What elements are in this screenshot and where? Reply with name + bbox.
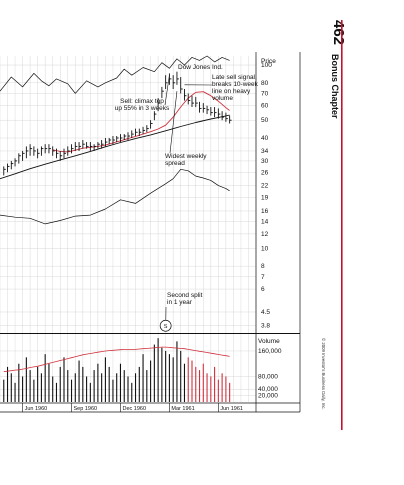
late-sell-annotation-text: breaks 10-week — [212, 81, 259, 88]
widest-spread-annotation-text: spread — [165, 160, 185, 167]
dow-jones-series — [0, 56, 230, 93]
relative-strength-line — [0, 115, 230, 179]
price-tick-label: 70 — [261, 90, 269, 97]
widest-spread-annotation-text: Widest weekly — [165, 153, 207, 160]
page-number: 462 — [330, 20, 347, 45]
accent-rule — [341, 20, 343, 430]
second-split-annotation-text: in 1 year — [167, 299, 193, 306]
copyright-note: © 2009 Investor's Business Daily, Inc. — [321, 338, 326, 410]
split-marker-label: S — [164, 324, 168, 330]
price-tick-label: 14 — [261, 219, 269, 226]
price-tick-label: 8 — [261, 263, 265, 270]
price-tick-label: 34 — [261, 148, 269, 155]
lower-series — [0, 169, 230, 224]
widest-spread-annotation-leader — [170, 91, 177, 153]
price-tick-label: 50 — [261, 117, 269, 124]
price-tick-label: 26 — [261, 169, 269, 176]
volume-tick-label: 160,000 — [258, 348, 282, 355]
price-tick-label: 6 — [261, 286, 265, 293]
price-tick-label: 100 — [261, 62, 272, 69]
price-tick-label: 7 — [261, 274, 265, 281]
volume-axis-title: Volume — [258, 338, 280, 345]
price-tick-label: 12 — [261, 231, 269, 238]
dow-jones-line — [0, 56, 230, 93]
price-tick-label: 16 — [261, 208, 269, 215]
rs-series — [0, 115, 230, 179]
date-tick-label: Sep 1960 — [74, 406, 98, 412]
dow-jones-label: Dow Jones Ind. — [178, 64, 223, 71]
price-tick-label: 40 — [261, 135, 269, 142]
price-tick-label: 4.5 — [261, 309, 270, 316]
sell-climax-annotation-text: Sell: climax top — [120, 98, 164, 105]
late-sell-annotation-text: volume — [212, 95, 233, 102]
volume-tick-label: 20,000 — [258, 393, 278, 400]
page-margin: 462 Bonus Chapter © 2009 Investor's Busi… — [321, 20, 347, 430]
date-tick-label: Dec 1960 — [122, 406, 146, 412]
price-tick-label: 10 — [261, 245, 269, 252]
volume-tick-label: 80,000 — [258, 374, 278, 381]
lower-comparison-line — [0, 169, 230, 224]
date-tick-label: Jun 1961 — [220, 406, 243, 412]
price-tick-label: 30 — [261, 158, 269, 165]
date-tick-label: Jun 1960 — [25, 406, 48, 412]
price-tick-label: 3.8 — [261, 323, 270, 330]
date-tick-label: Mar 1961 — [171, 406, 194, 412]
price-tick-label: 80 — [261, 80, 269, 87]
price-tick-label: 19 — [261, 194, 269, 201]
late-sell-annotation-text: Late sell signal, — [212, 74, 257, 81]
late-sell-annotation-text: line on heavy — [212, 88, 251, 95]
price-tick-label: 22 — [261, 183, 269, 190]
price-tick-label: 60 — [261, 103, 269, 110]
second-split-annotation-text: Second split — [167, 292, 203, 299]
sell-climax-annotation-text: up 55% in 3 weeks — [115, 105, 170, 112]
chapter-label: Bonus Chapter — [330, 54, 340, 119]
